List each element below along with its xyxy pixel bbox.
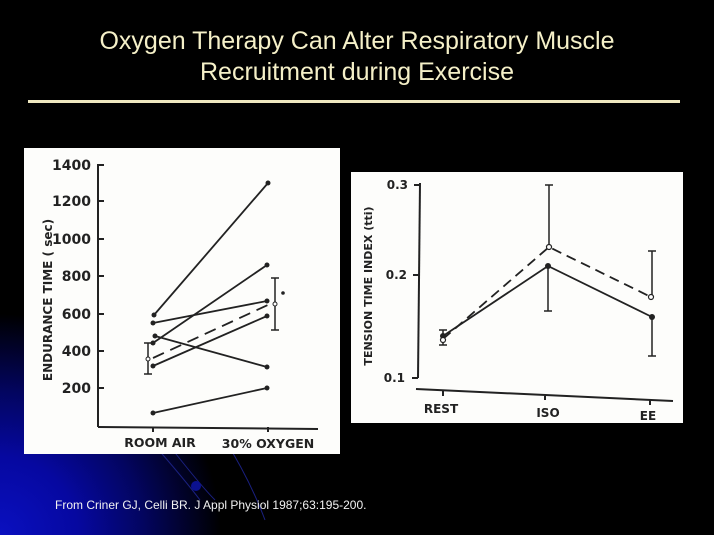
endurance-time-chart: 1400 1200 1000 800 600 400 200 ENDURANCE… xyxy=(24,148,340,454)
mean-line xyxy=(152,303,271,359)
endurance-chart-svg: 1400 1200 1000 800 600 400 200 ENDURANCE… xyxy=(41,158,319,451)
y-tick-label: 0.3 xyxy=(387,178,408,192)
y-tick-label: 0.2 xyxy=(386,268,407,282)
slide-title: Oxygen Therapy Can Alter Respiratory Mus… xyxy=(0,26,714,88)
x-label-rest: REST xyxy=(424,402,459,416)
title-line-2: Recruitment during Exercise xyxy=(199,58,514,86)
citation-text: From Criner GJ, Celli BR. J Appl Physiol… xyxy=(55,498,367,512)
y-axis xyxy=(417,182,421,379)
x-label-room-air: ROOM AIR xyxy=(124,435,196,450)
y-tick-label: 1200 xyxy=(52,194,91,210)
x-label-oxygen: 30% OXYGEN xyxy=(222,436,314,451)
y-tick-label: 800 xyxy=(62,269,91,285)
title-line-1: Oxygen Therapy Can Alter Respiratory Mus… xyxy=(99,27,615,55)
x-label-iso: ISO xyxy=(536,406,559,420)
y-axis-label: ENDURANCE TIME ( sec) xyxy=(41,219,55,381)
y-tick-label: 1000 xyxy=(52,232,91,248)
subject-lines xyxy=(152,182,269,414)
x-label-ee: EE xyxy=(640,409,656,423)
tti-chart-svg: 0.3 0.2 0.1 TENSION TIME INDEX (tti) RES… xyxy=(362,178,674,423)
y-tick-label: 400 xyxy=(62,344,91,360)
y-tick-label: 0.1 xyxy=(384,371,405,385)
tension-time-index-chart: 0.3 0.2 0.1 TENSION TIME INDEX (tti) RES… xyxy=(351,172,683,423)
x-axis xyxy=(415,388,674,402)
y-tick-label: 600 xyxy=(62,307,91,323)
x-axis xyxy=(97,426,319,430)
oxygen-line xyxy=(442,245,652,340)
y-axis-label: TENSION TIME INDEX (tti) xyxy=(362,206,375,365)
y-tick-label: 1400 xyxy=(52,158,91,174)
y-tick-label: 200 xyxy=(62,381,91,397)
title-divider xyxy=(28,100,680,103)
